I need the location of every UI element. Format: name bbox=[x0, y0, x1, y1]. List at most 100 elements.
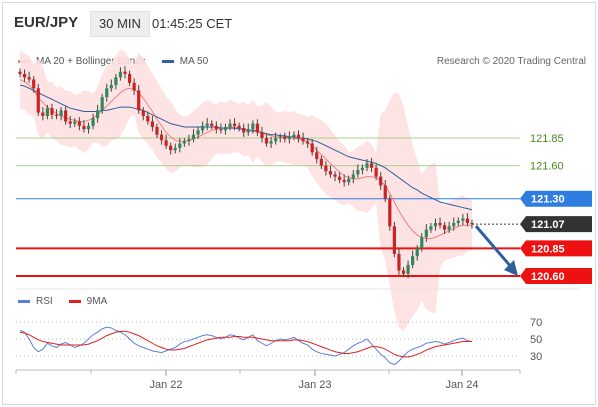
candle-body bbox=[411, 256, 415, 265]
candle-body bbox=[333, 174, 337, 177]
candle-body bbox=[173, 147, 177, 151]
candle-body bbox=[237, 125, 241, 129]
candle-body bbox=[114, 77, 118, 86]
candle-body bbox=[223, 126, 228, 131]
candle-body bbox=[369, 163, 374, 168]
candle-body bbox=[64, 110, 68, 122]
candle-body bbox=[443, 225, 447, 230]
level-label-121.85: 121.85 bbox=[530, 133, 564, 145]
level-tag-121.07 bbox=[520, 216, 592, 233]
x-tick-label-Jan-24: Jan 24 bbox=[445, 379, 478, 391]
candle-body bbox=[146, 115, 150, 122]
candle-body bbox=[123, 71, 127, 74]
candle-body bbox=[306, 141, 310, 144]
candle-body bbox=[82, 125, 86, 130]
candle-body bbox=[178, 143, 182, 148]
candle-body bbox=[137, 90, 141, 111]
candle-body bbox=[328, 171, 333, 175]
candle-body bbox=[77, 121, 81, 126]
level-tag-121.30 bbox=[520, 190, 592, 207]
candle-body bbox=[452, 223, 456, 227]
candle-body bbox=[315, 152, 319, 159]
candle-body bbox=[470, 223, 474, 225]
candle-body bbox=[420, 237, 424, 249]
candle-body bbox=[100, 97, 104, 111]
candle-body bbox=[196, 130, 200, 135]
candle-body bbox=[429, 226, 433, 230]
candle-body bbox=[219, 129, 223, 131]
legend-swatch-ma50 bbox=[161, 60, 174, 63]
candle-body bbox=[465, 218, 470, 224]
level-label-121.07: 121.07 bbox=[531, 219, 565, 231]
legend-swatch-rsi bbox=[18, 300, 30, 303]
level-label-120.60: 120.60 bbox=[531, 271, 565, 283]
candle-body bbox=[438, 223, 442, 226]
candle-body bbox=[415, 248, 419, 257]
candle-body bbox=[292, 134, 296, 137]
legend-label-9ma: 9MA bbox=[86, 296, 108, 307]
ma50-line bbox=[19, 84, 473, 211]
candle-body bbox=[360, 167, 365, 171]
candle-body bbox=[36, 88, 40, 113]
symbol-label: EUR/JPY bbox=[14, 14, 79, 31]
rsi-tick-50: 50 bbox=[530, 334, 542, 346]
chart-header: EUR/JPY 30 MIN 01:45:25 CET bbox=[2, 2, 596, 44]
candle-body bbox=[287, 136, 291, 140]
candle-body bbox=[433, 223, 438, 227]
candle-body bbox=[269, 141, 273, 144]
candle-body bbox=[50, 108, 54, 115]
legend-label-ma50: MA 50 bbox=[179, 56, 209, 67]
candle-body bbox=[246, 129, 250, 133]
candle-body bbox=[324, 165, 328, 172]
candle-body bbox=[214, 125, 218, 130]
candle-body bbox=[105, 88, 109, 98]
candle-body bbox=[406, 264, 410, 274]
candle-body bbox=[96, 110, 100, 119]
candle-body bbox=[365, 163, 369, 168]
candle-body bbox=[118, 71, 123, 78]
candle-body bbox=[260, 132, 264, 138]
candle-body bbox=[383, 185, 387, 199]
x-tick-label-Jan-23: Jan 23 bbox=[298, 379, 331, 391]
timeframe-button[interactable]: 30 MIN bbox=[90, 11, 150, 37]
candle-body bbox=[461, 218, 465, 221]
candle-body bbox=[388, 198, 392, 227]
candle-body bbox=[187, 139, 191, 142]
candle-body bbox=[201, 125, 205, 131]
candle-body bbox=[392, 226, 396, 254]
candle-body bbox=[397, 253, 401, 271]
candle-body bbox=[45, 108, 49, 116]
candle-body bbox=[73, 121, 77, 124]
candle-body bbox=[191, 134, 196, 140]
candle-body bbox=[182, 141, 186, 144]
candle-body bbox=[351, 174, 355, 179]
copyright-text: Research © 2020 Trading Central bbox=[436, 56, 586, 67]
candle-body bbox=[27, 77, 31, 80]
forecast-arrow-shaft bbox=[474, 225, 514, 269]
candle-body bbox=[109, 85, 113, 89]
candle-body bbox=[150, 121, 155, 127]
candle-body bbox=[251, 123, 255, 130]
candle-body bbox=[41, 112, 45, 116]
candle-body bbox=[342, 179, 346, 183]
x-tick-label-Jan-22: Jan 22 bbox=[149, 379, 182, 391]
candle-body bbox=[91, 118, 95, 126]
legend-label-rsi: RSI bbox=[36, 296, 53, 307]
candle-body bbox=[283, 136, 287, 140]
level-tag-120.60 bbox=[520, 268, 592, 284]
candle-body bbox=[141, 110, 145, 116]
candle-body bbox=[424, 229, 428, 238]
candle-body bbox=[228, 123, 232, 127]
legend-rsi: RSI 9MA bbox=[18, 296, 107, 307]
candle-body bbox=[32, 79, 36, 89]
legend-label-ma20: MA 20 + Bollinger Bands bbox=[36, 56, 146, 67]
candle-body bbox=[456, 220, 460, 224]
level-label-121.30: 121.30 bbox=[531, 194, 565, 206]
candle-body bbox=[296, 134, 301, 138]
candle-body bbox=[310, 143, 314, 153]
forecast-arrow-head bbox=[504, 260, 518, 276]
candle-body bbox=[205, 123, 209, 126]
bollinger-band bbox=[20, 49, 472, 332]
candle-body bbox=[86, 125, 91, 130]
